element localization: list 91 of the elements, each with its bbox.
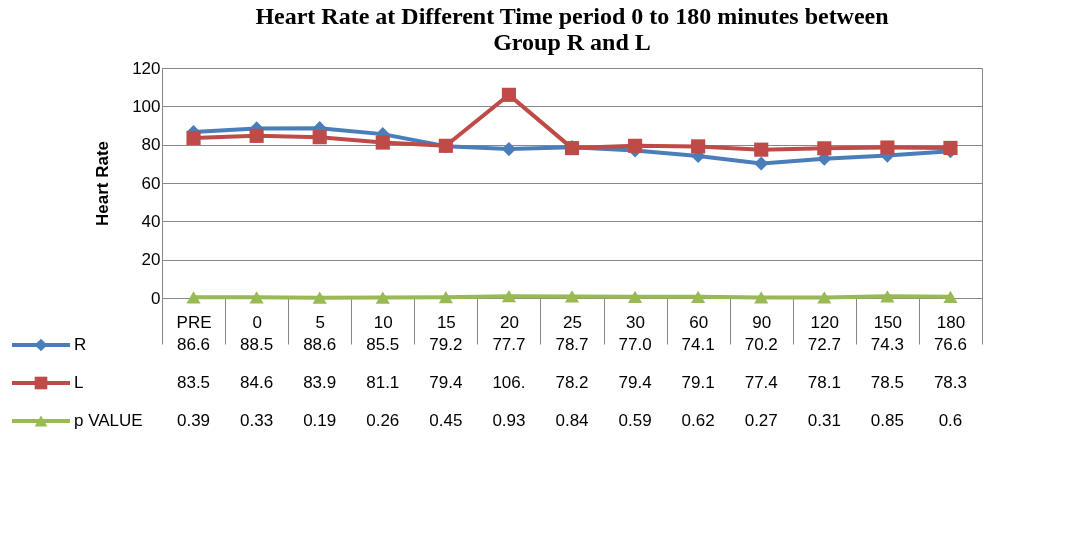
data-label: 79.4 bbox=[429, 373, 463, 392]
data-label: 83.9 bbox=[303, 373, 337, 392]
x-tick-label: 60 bbox=[689, 312, 709, 332]
data-label: 79.4 bbox=[618, 373, 652, 392]
data-label: 81.1 bbox=[366, 373, 400, 392]
data-label: 0.84 bbox=[555, 411, 589, 430]
point bbox=[564, 290, 580, 303]
x-tick-label: 20 bbox=[499, 312, 519, 332]
x-tick-label: PRE bbox=[176, 312, 212, 332]
data-label: 72.7 bbox=[807, 335, 841, 354]
data-label: 0.31 bbox=[807, 411, 841, 430]
data-label: 0.45 bbox=[429, 411, 463, 430]
data-label: 74.1 bbox=[681, 335, 715, 354]
data-label: 88.5 bbox=[240, 335, 274, 354]
x-tick-label: 0 bbox=[252, 312, 262, 332]
y-tick-label: 120 bbox=[132, 58, 161, 78]
data-label: 78.5 bbox=[870, 373, 904, 392]
data-label: 70.2 bbox=[744, 335, 778, 354]
y-tick-label: 0 bbox=[151, 288, 161, 308]
point bbox=[691, 290, 706, 303]
point bbox=[375, 291, 390, 304]
point bbox=[186, 291, 201, 304]
point bbox=[691, 139, 706, 154]
point bbox=[186, 130, 201, 146]
data-label: 0.93 bbox=[492, 411, 526, 430]
data-label: 0.26 bbox=[366, 411, 400, 430]
data-label: 0.39 bbox=[176, 411, 211, 430]
data-label: 0.27 bbox=[744, 411, 778, 430]
point bbox=[880, 140, 895, 155]
point bbox=[438, 291, 453, 304]
y-tick-label: 40 bbox=[141, 211, 161, 231]
y-tick-label: 20 bbox=[141, 250, 161, 270]
data-label: 106. bbox=[492, 373, 526, 392]
x-tick-label: 90 bbox=[752, 312, 772, 332]
legend-label: L bbox=[74, 373, 84, 392]
data-label: 0.85 bbox=[870, 411, 904, 430]
point bbox=[249, 128, 264, 143]
data-label: 79.2 bbox=[429, 335, 463, 354]
point bbox=[943, 140, 958, 155]
data-label: 83.5 bbox=[176, 373, 211, 392]
data-label: 78.2 bbox=[555, 373, 589, 392]
point bbox=[501, 142, 516, 157]
x-tick-label: 15 bbox=[436, 312, 456, 332]
legend-label: R bbox=[74, 335, 87, 354]
x-tick-label: 25 bbox=[563, 312, 582, 332]
data-label: 74.3 bbox=[870, 335, 904, 354]
y-tick-label: 80 bbox=[141, 135, 161, 155]
data-label: 77.7 bbox=[492, 335, 526, 354]
text: Group R and L bbox=[493, 29, 651, 55]
legend-label: p VALUE bbox=[74, 411, 143, 430]
x-tick-label: 10 bbox=[373, 312, 393, 332]
data-label: 0.62 bbox=[681, 411, 715, 430]
data-label: 0.59 bbox=[618, 411, 652, 430]
data-label: 77.0 bbox=[618, 335, 652, 354]
data-label: 86.6 bbox=[176, 335, 211, 354]
data-label: 0.33 bbox=[240, 411, 274, 430]
y-axis-title: Heart Rate bbox=[93, 140, 113, 227]
point bbox=[817, 291, 832, 304]
point bbox=[501, 87, 516, 102]
point bbox=[312, 130, 327, 145]
data-label: 78.7 bbox=[555, 335, 589, 354]
y-tick-label: 100 bbox=[132, 96, 161, 116]
x-tick-label: 150 bbox=[873, 312, 903, 332]
point bbox=[249, 291, 264, 304]
point bbox=[754, 142, 769, 157]
point bbox=[628, 290, 643, 303]
data-label: 84.6 bbox=[240, 373, 274, 392]
x-tick-label: 120 bbox=[810, 312, 839, 332]
point bbox=[628, 138, 643, 153]
point bbox=[817, 141, 832, 156]
point bbox=[943, 290, 958, 303]
y-tick-label: 60 bbox=[141, 173, 161, 193]
data-label: 85.5 bbox=[366, 335, 400, 354]
point bbox=[754, 156, 769, 171]
text: Heart Rate at Different Time period 0 to 180 minutes between bbox=[255, 3, 889, 29]
point bbox=[880, 290, 895, 303]
data-label: 78.1 bbox=[807, 373, 841, 392]
x-tick-label: 5 bbox=[315, 312, 325, 332]
data-label: 77.4 bbox=[744, 373, 778, 392]
data-label: 0.6 bbox=[938, 411, 963, 430]
data-label: 88.6 bbox=[303, 335, 337, 354]
data-label: 79.1 bbox=[681, 373, 715, 392]
point bbox=[312, 291, 327, 304]
data-label: 0.19 bbox=[303, 411, 337, 430]
x-tick-label: 30 bbox=[626, 312, 646, 332]
data-label: 76.6 bbox=[933, 335, 968, 354]
point bbox=[501, 290, 516, 303]
point bbox=[754, 291, 769, 304]
x-tick-label: 180 bbox=[936, 312, 966, 332]
data-label: 78.3 bbox=[933, 373, 968, 392]
point bbox=[375, 135, 390, 150]
